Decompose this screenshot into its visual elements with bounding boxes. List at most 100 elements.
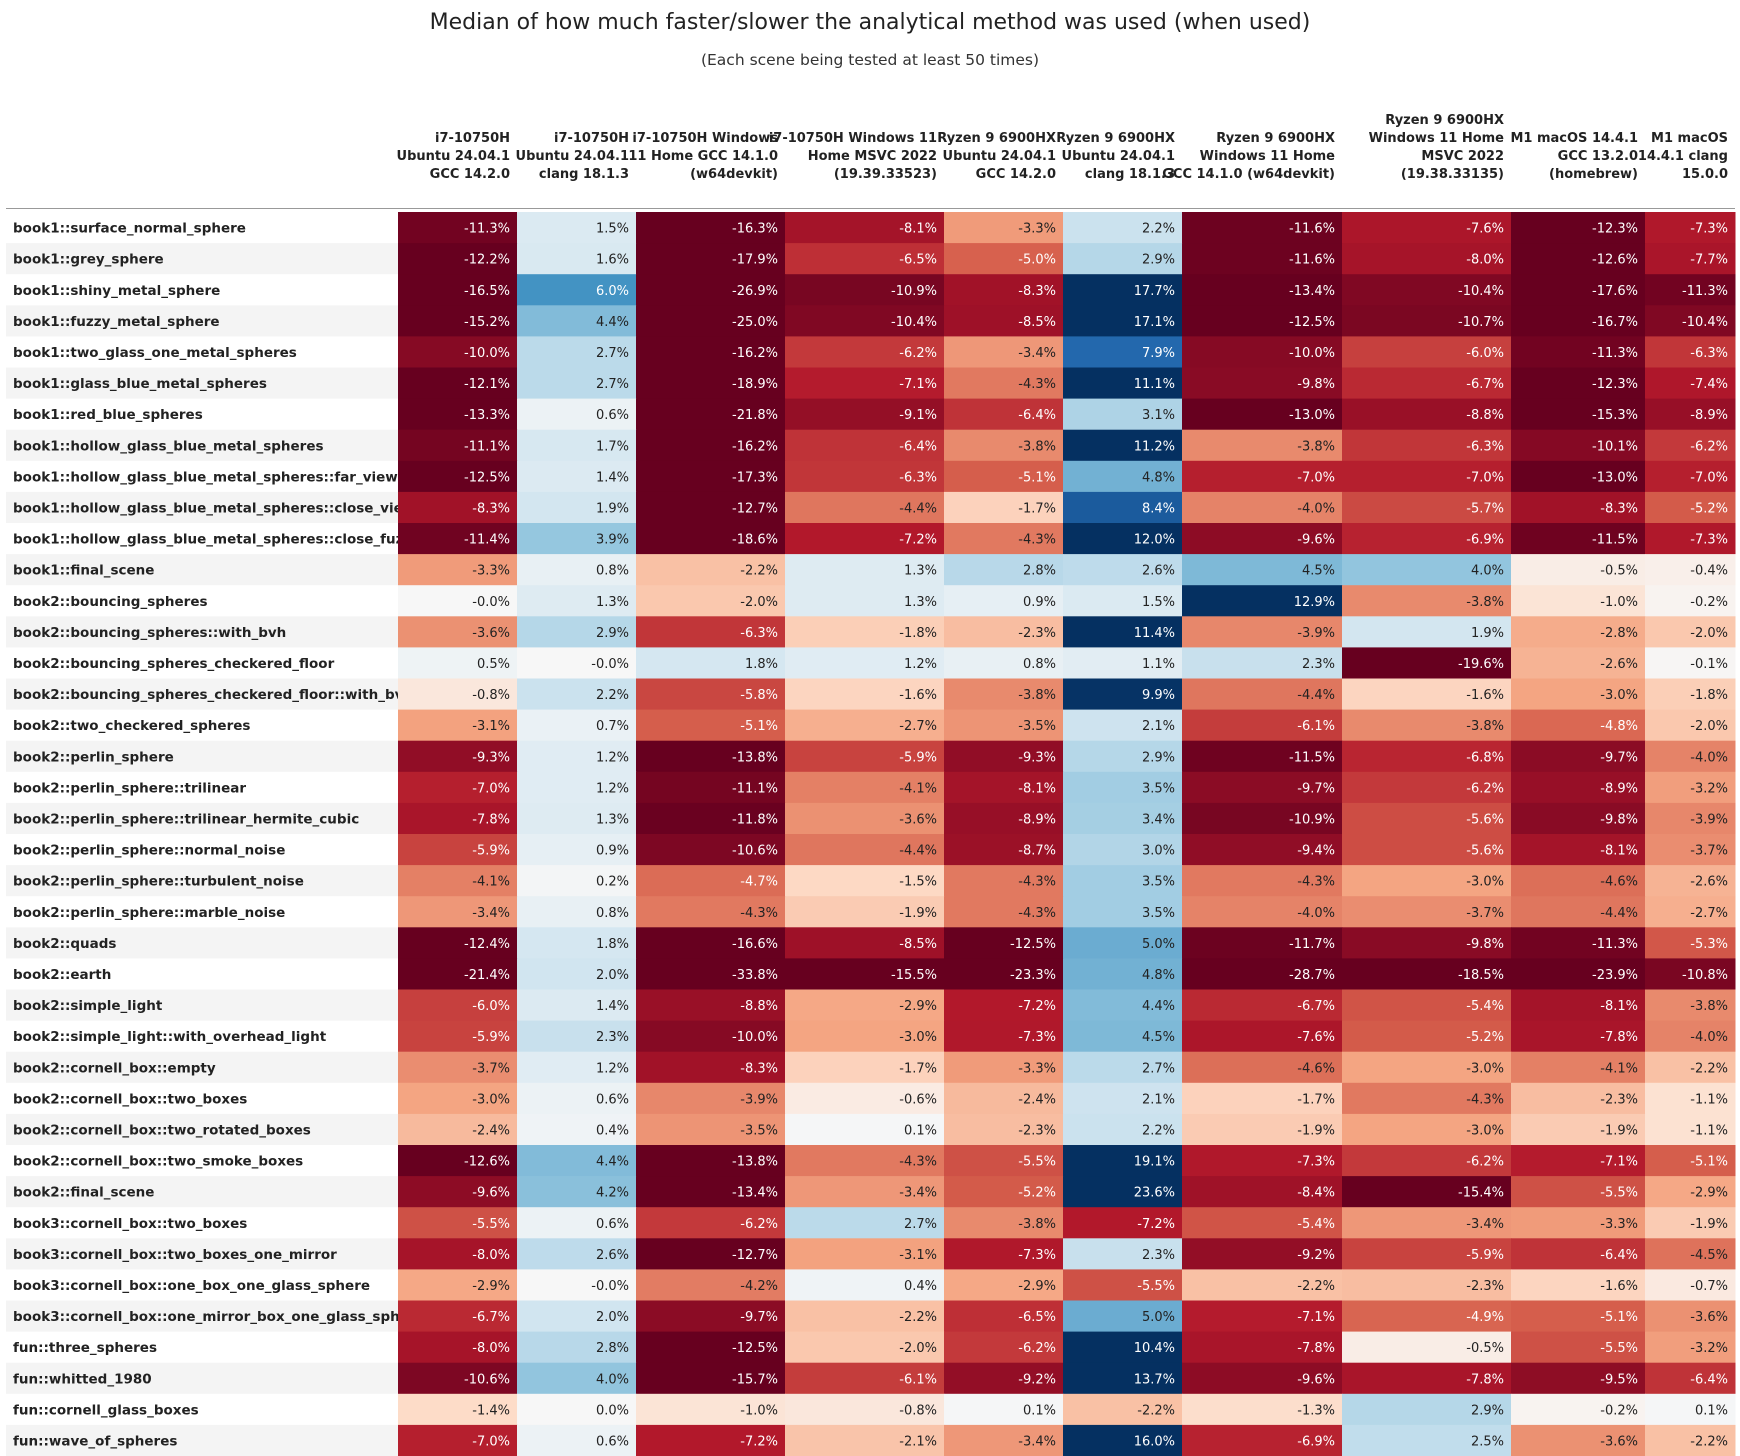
column-header-line: (19.38.33135) [1401, 167, 1504, 182]
column-header: M1 macOS 14.4.1 GCC 13.2.0 (homebrew) [1510, 131, 1638, 182]
cell-value-label: -10.0% [732, 1030, 778, 1045]
cell-value-label: -11.6% [1289, 253, 1335, 268]
cell-value-label: -6.4% [1690, 1372, 1728, 1387]
heatmap-cell [636, 771, 786, 804]
cell-value-label: -15.5% [891, 968, 937, 983]
heatmap-cell [785, 1145, 945, 1177]
cell-value-label: -11.8% [732, 812, 778, 827]
heatmap-cell [1511, 1424, 1646, 1456]
heatmap-cell [944, 709, 1064, 742]
heatmap-cell [398, 1113, 518, 1146]
heatmap-cell [944, 1238, 1064, 1270]
heatmap-cell [785, 1051, 945, 1084]
row-label: book3::cornell_box::one_mirror_box_one_g… [13, 1309, 425, 1325]
cell-value-label: 2.1% [1142, 1092, 1175, 1107]
cell-value-label: -8.7% [1018, 844, 1056, 859]
heatmap-cell [517, 1082, 637, 1115]
cell-value-label: 2.5% [1471, 1434, 1504, 1449]
heatmap-cell [1063, 958, 1183, 990]
heatmap-cell [785, 802, 945, 835]
cell-value-label: -2.4% [1018, 1092, 1056, 1107]
heatmap-cell [1182, 460, 1343, 493]
cell-value-label: 13.7% [1134, 1372, 1175, 1387]
cell-value-label: 1.5% [596, 222, 629, 237]
heatmap-cell [944, 398, 1064, 431]
cell-value-label: -16.3% [732, 222, 778, 237]
cell-value-label: -4.0% [1690, 1030, 1728, 1045]
cell-value-label: -1.9% [1297, 1123, 1335, 1138]
heatmap-cell [785, 1362, 945, 1395]
cell-value-label: -0.4% [1690, 564, 1728, 579]
heatmap-cell [1182, 896, 1343, 928]
heatmap-cell [398, 1269, 518, 1301]
row-band [6, 678, 398, 710]
cell-value-label: -2.3% [1018, 626, 1056, 641]
row-label: book2::two_checkered_spheres [13, 718, 250, 734]
cell-value-label: -11.3% [1592, 346, 1638, 361]
cell-value-label: -9.8% [1297, 377, 1335, 392]
heatmap-cell [517, 896, 637, 928]
row-label: book2::perlin_sphere [13, 749, 174, 765]
heatmap-cell [1511, 771, 1646, 804]
heatmap-cell [1182, 1051, 1343, 1084]
cell-value-label: -10.0% [1289, 346, 1335, 361]
heatmap-cell [944, 616, 1064, 648]
heatmap-cell [1342, 989, 1512, 1022]
row-label: book2::simple_light [13, 998, 163, 1014]
cell-value-label: -9.8% [1466, 937, 1504, 952]
cell-value-label: -2.1% [899, 1434, 937, 1449]
cell-value-label: -2.2% [1690, 1434, 1728, 1449]
cell-value-label: -4.1% [1600, 1061, 1638, 1076]
cell-value-label: 1.3% [596, 595, 629, 610]
heatmap-cell [1511, 491, 1646, 524]
cell-value-label: 4.2% [596, 1186, 629, 1201]
cell-value-label: 0.8% [596, 564, 629, 579]
heatmap-cell [1645, 958, 1736, 990]
heatmap-cell [1063, 274, 1183, 306]
heatmap-cell [517, 927, 637, 959]
cell-value-label: 4.8% [1142, 470, 1175, 485]
cell-value-label: -7.2% [1137, 1217, 1175, 1232]
cell-value-label: -3.5% [740, 1123, 778, 1138]
cell-value-label: -9.4% [1297, 844, 1335, 859]
cell-value-label: -5.9% [472, 1030, 510, 1045]
heatmap-cell [785, 834, 945, 866]
cell-value-label: -4.4% [1297, 688, 1335, 703]
heatmap-cell [785, 709, 945, 742]
cell-value-label: -9.7% [1600, 750, 1638, 765]
cell-value-label: 1.5% [1142, 595, 1175, 610]
cell-value-label: -11.3% [1592, 937, 1638, 952]
heatmap-cell [1511, 678, 1646, 711]
cell-value-label: -3.0% [1600, 688, 1638, 703]
heatmap-cell [1182, 771, 1343, 804]
heatmap-cell [517, 429, 637, 462]
heatmap-cell [398, 1393, 518, 1426]
heatmap-cell [785, 1113, 945, 1146]
heatmap-cell [517, 771, 637, 804]
heatmap-cell [517, 958, 637, 990]
heatmap-cell [1645, 367, 1736, 400]
cell-value-label: -9.7% [740, 1310, 778, 1325]
cell-value-label: -0.5% [1466, 1341, 1504, 1356]
cell-value-label: -4.2% [740, 1279, 778, 1294]
cell-value-label: -6.2% [899, 346, 937, 361]
cell-value-label: -8.3% [740, 1061, 778, 1076]
row-band [6, 927, 398, 959]
cell-value-label: -2.3% [1466, 1279, 1504, 1294]
row-label: book2::perlin_sphere::turbulent_noise [13, 874, 304, 890]
row-label: book1::hollow_glass_blue_metal_spheres::… [13, 469, 398, 485]
cell-value-label: 4.5% [1142, 1030, 1175, 1045]
heatmap-cell [944, 305, 1064, 337]
cell-value-label: 1.3% [904, 564, 937, 579]
cell-value-label: -7.0% [1690, 470, 1728, 485]
cell-value-label: -6.4% [899, 439, 937, 454]
heatmap-cell [398, 274, 518, 306]
heatmap-cell [944, 460, 1064, 493]
heatmap-cell [1511, 865, 1646, 897]
heatmap-cell [1645, 1238, 1736, 1270]
heatmap-cell [1645, 834, 1736, 866]
cell-value-label: -8.9% [1018, 812, 1056, 827]
cell-value-label: -5.5% [1018, 1155, 1056, 1170]
heatmap-cell [1182, 367, 1343, 400]
cell-value-label: -8.5% [899, 937, 937, 952]
